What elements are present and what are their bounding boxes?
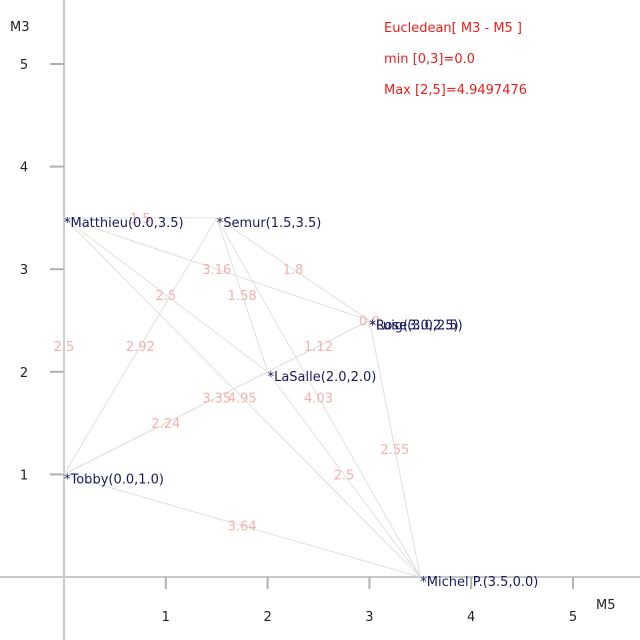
x-tick-label: 2 — [263, 610, 271, 625]
point-label: *Michel P.(3.5,0.0) — [420, 575, 538, 590]
distance-line — [63, 217, 421, 578]
info-line: min [0,3]=0.0 — [384, 52, 475, 67]
point-label: *Semur(1.5,3.5) — [217, 216, 322, 231]
distance-label: 2.5 — [54, 340, 75, 355]
distance-label: 1.58 — [228, 289, 257, 304]
distance-label: 3.64 — [228, 520, 257, 535]
distance-line — [63, 217, 218, 475]
point-label: *Luig(3.0,2.5) — [369, 319, 458, 334]
info-line: Eucledean[ M3 - M5 ] — [384, 21, 522, 36]
y-tick-label: 2 — [20, 366, 28, 381]
x-tick-label: 3 — [365, 610, 373, 625]
distance-label: 2.5 — [334, 468, 355, 483]
y-tick-label: 1 — [20, 468, 28, 483]
point-labels: *Matthieu(0.0,3.5) *Semur(1.5,3.5) *Rose(3… — [64, 216, 538, 590]
distance-labels: 1.5 3.16 2.5 2.5 4.95 1.8 1.58 2.92 4.03 0.0 1.12 3… — [54, 212, 410, 535]
distance-lines — [63, 217, 421, 578]
distance-label: 1.8 — [283, 263, 304, 278]
distance-line — [369, 320, 421, 578]
x-tick-label: 1 — [162, 610, 170, 625]
y-tick-label: 5 — [20, 58, 28, 73]
distance-label: 3.35 — [202, 391, 231, 406]
info-box: Eucledean[ M3 - M5 ] min [0,3]=0.0 Max [2,… — [384, 21, 527, 98]
x-tick-label: 5 — [569, 610, 577, 625]
distance-label: 4.95 — [228, 391, 257, 406]
distance-line — [267, 371, 421, 578]
y-tick-label: 3 — [20, 263, 28, 278]
distance-line — [216, 217, 421, 578]
point-label: *Rose(3.0,2.5) — [369, 319, 462, 334]
distance-label: 2.92 — [126, 340, 155, 355]
y-axis-title: M3 — [10, 20, 30, 35]
distance-label: 2.24 — [151, 417, 180, 432]
point-label: *Tobby(0.0,1.0) — [64, 472, 164, 487]
distance-label: 4.03 — [304, 391, 333, 406]
x-axis-title: M5 — [596, 598, 616, 613]
distance-line — [63, 217, 370, 321]
distance-label: 0.0 — [359, 315, 380, 330]
x-tick-label: 4 — [467, 610, 475, 625]
distance-line — [63, 474, 421, 578]
distance-line — [216, 217, 268, 372]
distance-line — [63, 217, 268, 373]
distance-line — [216, 217, 370, 321]
info-line: Max [2,5]=4.9497476 — [384, 83, 527, 98]
distance-label: 1.12 — [304, 340, 333, 355]
point-label: *Matthieu(0.0,3.5) — [64, 216, 184, 231]
distance-label: 2.5 — [155, 289, 176, 304]
point-label: *LaSalle(2.0,2.0) — [268, 370, 377, 385]
distance-label: 2.55 — [380, 443, 409, 458]
distance-label: 3.16 — [202, 263, 231, 278]
distance-label: 1.5 — [130, 212, 151, 227]
distance-line — [63, 371, 268, 475]
y-tick-label: 4 — [20, 161, 28, 176]
